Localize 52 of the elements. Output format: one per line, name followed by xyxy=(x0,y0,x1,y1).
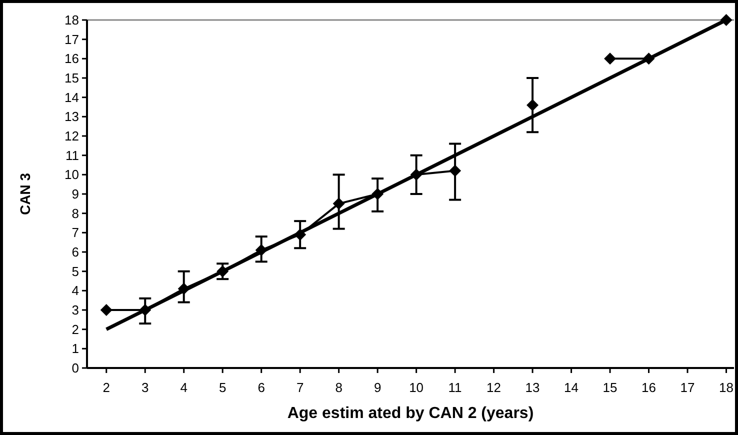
point xyxy=(294,228,306,241)
x-tick-label: 6 xyxy=(258,380,265,395)
x-tick-label: 13 xyxy=(525,380,540,395)
x-tick-label: 18 xyxy=(719,380,734,395)
x-tick-label: 3 xyxy=(141,380,149,395)
y-tick-label: 8 xyxy=(72,206,79,221)
x-tick-label: 15 xyxy=(602,380,618,395)
point xyxy=(642,52,655,65)
y-tick-label: 10 xyxy=(64,167,79,182)
y-tick-label: 2 xyxy=(72,322,79,337)
y-tick-label: 0 xyxy=(72,360,79,376)
y-tick-label: 3 xyxy=(72,302,79,318)
x-tick-label: 5 xyxy=(218,380,226,395)
point xyxy=(526,99,539,112)
y-tick-label: 17 xyxy=(64,32,79,47)
x-tick-label: 8 xyxy=(335,380,342,395)
point xyxy=(332,198,345,210)
y-tick-label: 13 xyxy=(64,109,79,124)
point xyxy=(216,265,229,278)
point xyxy=(255,244,268,256)
y-tick-label: 16 xyxy=(64,51,79,66)
y-tick-label: 9 xyxy=(72,186,79,202)
point xyxy=(410,168,422,181)
x-tick-label: 11 xyxy=(448,380,462,395)
y-tick-label: 14 xyxy=(64,90,79,105)
x-tick-label: 12 xyxy=(486,380,502,395)
y-tick-label: 11 xyxy=(66,148,79,163)
x-tick-label: 16 xyxy=(642,380,656,395)
y-tick-label: 15 xyxy=(64,70,79,86)
y-tick-label: 18 xyxy=(64,12,79,28)
y-tick-label: 1 xyxy=(72,341,79,356)
point xyxy=(604,52,616,65)
x-tick-label: 7 xyxy=(296,380,304,395)
point xyxy=(139,304,152,316)
x-tick-label: 2 xyxy=(102,380,110,395)
x-tick-label: 9 xyxy=(374,380,382,395)
x-tick-label: 17 xyxy=(680,380,695,395)
point xyxy=(100,304,112,316)
y-tick-label: 6 xyxy=(72,244,79,260)
point xyxy=(720,14,732,26)
x-tick-label: 10 xyxy=(409,380,424,395)
point xyxy=(449,164,462,177)
x-tick-label: 4 xyxy=(180,380,188,395)
point xyxy=(178,282,190,295)
x-axis-title: Age estim ated by CAN 2 (years) xyxy=(287,405,534,422)
point xyxy=(372,188,384,200)
x-tick-label: 14 xyxy=(564,380,579,395)
y-tick-label: 7 xyxy=(72,225,79,240)
y-tick-label: 4 xyxy=(72,283,79,298)
y-tick-label: 5 xyxy=(72,264,79,279)
y-tick-label: 12 xyxy=(64,128,79,144)
y-axis-title: CAN 3 xyxy=(17,172,33,216)
